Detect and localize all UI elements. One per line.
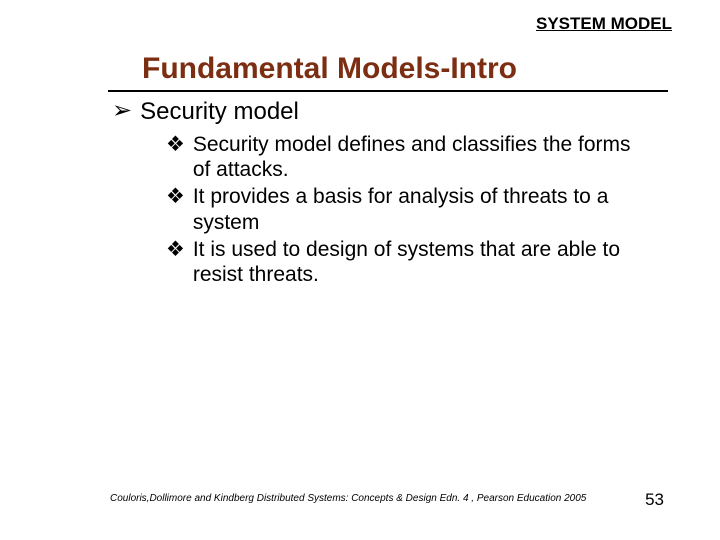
title-rule [108, 90, 668, 92]
page-number: 53 [645, 490, 664, 510]
diamond-icon: ❖ [166, 237, 185, 262]
level2-text: Security model defines and classifies th… [193, 132, 636, 182]
diamond-icon: ❖ [166, 184, 185, 209]
level2-text: It is used to design of systems that are… [193, 237, 636, 287]
content-section: ➢ Security model ❖ Security model define… [110, 98, 672, 287]
level1-text: Security model [140, 98, 299, 126]
bullet-level1: ➢ Security model [112, 98, 672, 126]
slide-title: Fundamental Models-Intro [142, 52, 672, 88]
bullet-level2: ❖ It provides a basis for analysis of th… [166, 184, 636, 234]
slide: SYSTEM MODEL Fundamental Models-Intro ➢ … [0, 0, 720, 540]
header-label: SYSTEM MODEL [536, 14, 672, 34]
sub-bullets: ❖ Security model defines and classifies … [166, 132, 672, 287]
footer-citation: Couloris,Dollimore and Kindberg Distribu… [110, 493, 586, 504]
bullet-level2: ❖ Security model defines and classifies … [166, 132, 636, 182]
arrow-icon: ➢ [112, 98, 132, 124]
level2-text: It provides a basis for analysis of thre… [193, 184, 636, 234]
bullet-level2: ❖ It is used to design of systems that a… [166, 237, 636, 287]
diamond-icon: ❖ [166, 132, 185, 157]
